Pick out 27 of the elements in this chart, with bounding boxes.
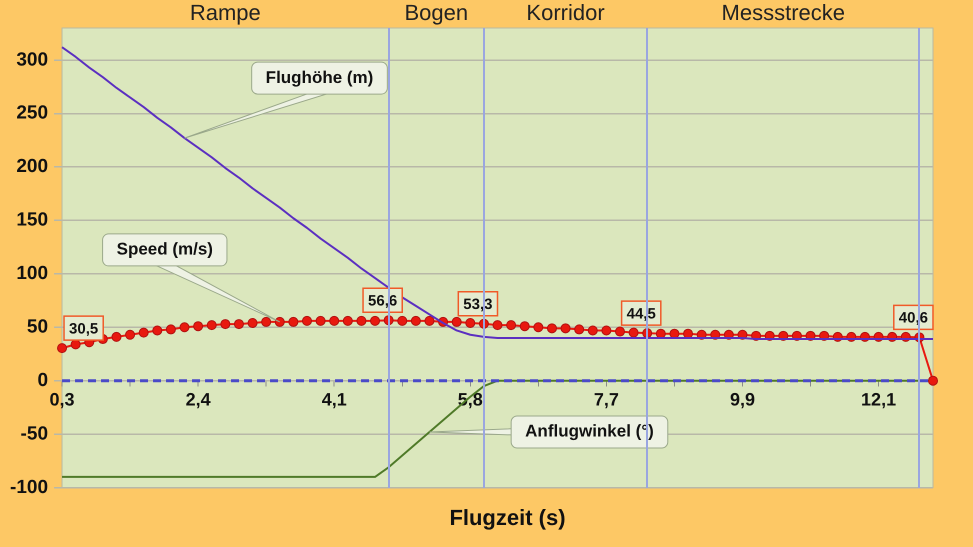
data-label: 53,3: [463, 296, 493, 313]
data-label: 56,6: [368, 292, 398, 310]
y-tick-label: 300: [16, 49, 48, 70]
text: Rampe: [188, 0, 262, 26]
data-label: 40,6: [898, 309, 928, 326]
x-tick-label: 9,9: [730, 389, 755, 410]
y-tick-label: 50: [26, 316, 48, 338]
x-tick-label: 7,7: [594, 389, 619, 410]
x-tick-label: 12,1: [861, 389, 896, 410]
y-tick-label: 250: [16, 102, 48, 124]
x-tick-label: 0,3: [50, 389, 75, 410]
text: Flughöhe (m): [266, 68, 374, 87]
y-tick-label: -50: [20, 423, 48, 444]
x-tick-label: 4,1: [322, 389, 347, 410]
text: Korridor: [526, 0, 605, 25]
x-tick-label: 2,4: [186, 389, 211, 410]
text: Bogen: [404, 0, 468, 25]
y-tick-label: -100: [10, 476, 48, 498]
data-label: 44,5: [626, 305, 656, 322]
data-label: 30,5: [69, 320, 98, 338]
y-tick-label: 0: [37, 370, 48, 391]
text: Messstrecke: [720, 0, 846, 26]
y-tick-label: 150: [16, 210, 48, 231]
y-tick-label: 100: [16, 263, 48, 284]
x-axis-title: Flugzeit (s): [448, 505, 567, 531]
text: Speed (m/s): [116, 240, 213, 259]
y-tick-label: 200: [16, 156, 48, 178]
